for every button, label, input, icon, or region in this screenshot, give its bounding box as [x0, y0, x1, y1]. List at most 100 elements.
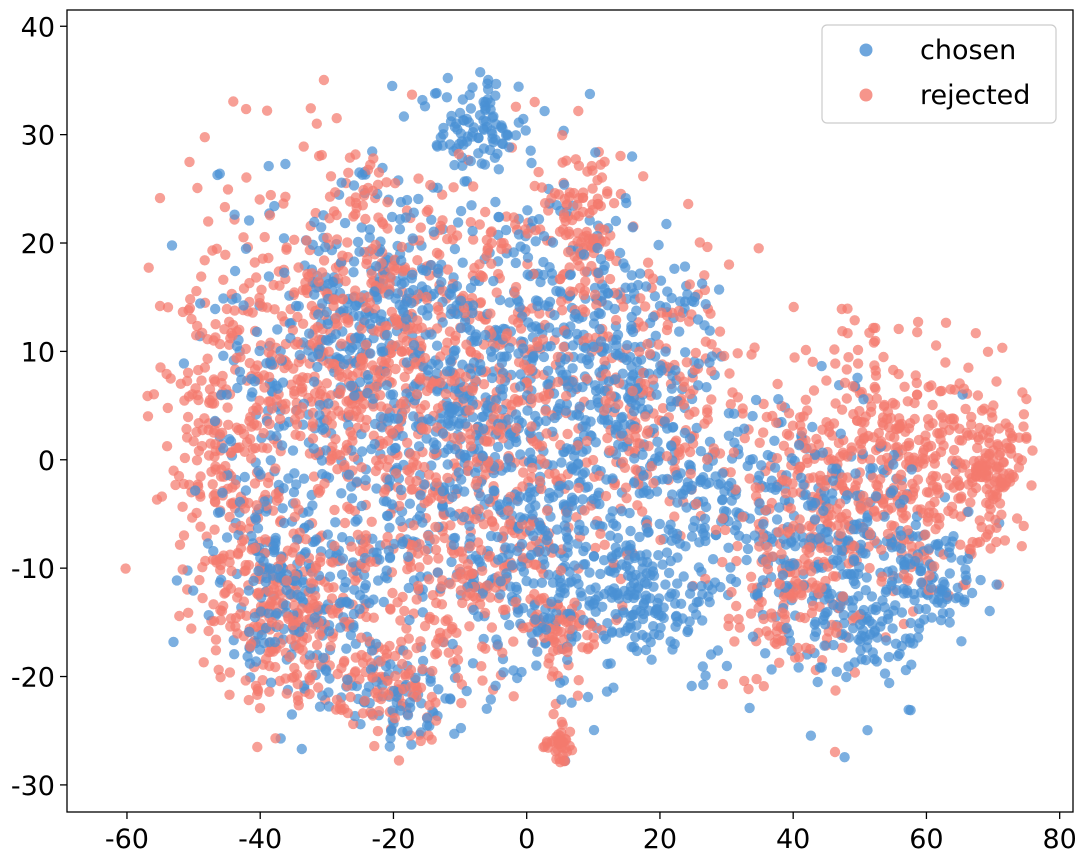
scatter-point-rejected: [970, 328, 981, 339]
scatter-point-chosen: [648, 621, 659, 632]
scatter-point-rejected: [224, 689, 235, 700]
scatter-point-chosen: [686, 531, 698, 542]
scatter-point-rejected: [232, 442, 243, 454]
scatter-point-chosen: [853, 634, 864, 645]
scatter-point-rejected: [972, 390, 984, 401]
scatter-point-rejected: [899, 381, 910, 392]
scatter-point-rejected: [205, 438, 216, 449]
scatter-point-chosen: [712, 645, 724, 656]
scatter-point-rejected: [586, 160, 597, 172]
scatter-point-rejected: [259, 231, 270, 243]
scatter-point-chosen: [280, 158, 291, 170]
scatter-point-rejected: [249, 257, 260, 268]
scatter-point-rejected: [855, 502, 866, 514]
scatter-point-rejected: [787, 592, 798, 604]
scatter-point-chosen: [634, 531, 645, 543]
scatter-point-chosen: [657, 474, 668, 485]
scatter-point-chosen: [777, 570, 789, 581]
scatter-point-chosen: [549, 310, 560, 321]
scatter-point-rejected: [572, 690, 584, 701]
scatter-point-chosen: [431, 340, 443, 351]
scatter-point-chosen: [522, 491, 533, 503]
scatter-point-chosen: [532, 646, 543, 657]
scatter-point-rejected: [723, 613, 735, 624]
scatter-point-chosen: [617, 368, 628, 379]
scatter-point-rejected: [222, 402, 233, 413]
scatter-point-rejected: [558, 209, 570, 220]
scatter-point-chosen: [717, 494, 728, 505]
scatter-point-rejected: [679, 442, 691, 453]
scatter-point-rejected: [508, 691, 519, 702]
scatter-point-rejected: [681, 357, 692, 368]
scatter-point-chosen: [680, 484, 691, 496]
scatter-point-rejected: [536, 483, 547, 495]
scatter-point-rejected: [232, 547, 244, 559]
scatter-point-chosen: [386, 499, 398, 510]
scatter-point-chosen: [747, 631, 759, 642]
scatter-point-rejected: [479, 435, 490, 446]
scatter-point-chosen: [616, 428, 627, 439]
scatter-point-chosen: [697, 615, 708, 626]
scatter-point-chosen: [883, 651, 894, 663]
scatter-point-chosen: [700, 501, 712, 513]
scatter-point-chosen: [544, 612, 556, 623]
scatter-point-rejected: [319, 478, 330, 489]
scatter-point-rejected: [529, 96, 540, 108]
scatter-point-rejected: [723, 259, 735, 270]
scatter-point-rejected: [385, 604, 396, 615]
scatter-point-chosen: [289, 575, 301, 587]
scatter-point-rejected: [779, 609, 790, 620]
scatter-point-rejected: [882, 406, 894, 417]
scatter-point-chosen: [638, 608, 649, 620]
scatter-point-chosen: [515, 381, 526, 392]
scatter-point-rejected: [184, 303, 196, 314]
scatter-point-chosen: [336, 177, 347, 188]
scatter-point-rejected: [250, 542, 261, 554]
scatter-point-rejected: [414, 562, 425, 573]
scatter-point-rejected: [433, 553, 444, 564]
scatter-point-chosen: [447, 491, 458, 503]
scatter-point-rejected: [440, 388, 451, 400]
scatter-point-rejected: [162, 402, 173, 414]
scatter-point-rejected: [228, 96, 239, 107]
scatter-point-chosen: [693, 562, 705, 573]
scatter-point-rejected: [756, 596, 767, 608]
scatter-point-chosen: [464, 520, 475, 531]
scatter-point-chosen: [272, 383, 283, 394]
scatter-point-rejected: [599, 405, 610, 416]
scatter-point-chosen: [490, 196, 501, 208]
scatter-point-chosen: [413, 193, 424, 205]
scatter-point-chosen: [819, 640, 830, 651]
scatter-point-rejected: [758, 613, 769, 625]
scatter-point-chosen: [314, 399, 326, 411]
scatter-point-rejected: [120, 563, 131, 574]
scatter-point-rejected: [415, 735, 426, 747]
scatter-point-rejected: [843, 352, 854, 363]
scatter-point-rejected: [732, 392, 744, 403]
scatter-point-rejected: [241, 172, 252, 183]
scatter-point-chosen: [652, 597, 663, 609]
scatter-point-rejected: [345, 426, 356, 438]
scatter-point-chosen: [287, 445, 299, 456]
scatter-point-chosen: [210, 303, 221, 315]
scatter-point-chosen: [861, 572, 872, 583]
scatter-point-chosen: [279, 267, 290, 278]
scatter-point-rejected: [322, 232, 333, 243]
scatter-point-rejected: [430, 715, 442, 726]
scatter-point-chosen: [963, 506, 974, 517]
scatter-point-rejected: [297, 318, 309, 329]
scatter-point-chosen: [609, 567, 620, 578]
scatter-point-rejected: [468, 234, 479, 245]
scatter-point-chosen: [888, 459, 899, 470]
scatter-point-chosen: [263, 160, 274, 172]
scatter-point-rejected: [241, 437, 253, 448]
scatter-point-chosen: [611, 520, 622, 532]
scatter-point-chosen: [693, 380, 704, 391]
scatter-point-rejected: [161, 441, 173, 452]
scatter-point-rejected: [219, 201, 231, 213]
scatter-point-chosen: [493, 211, 504, 223]
scatter-point-chosen: [594, 498, 605, 510]
scatter-point-rejected: [647, 374, 659, 385]
scatter-point-rejected: [323, 582, 334, 593]
scatter-point-rejected: [415, 222, 426, 233]
